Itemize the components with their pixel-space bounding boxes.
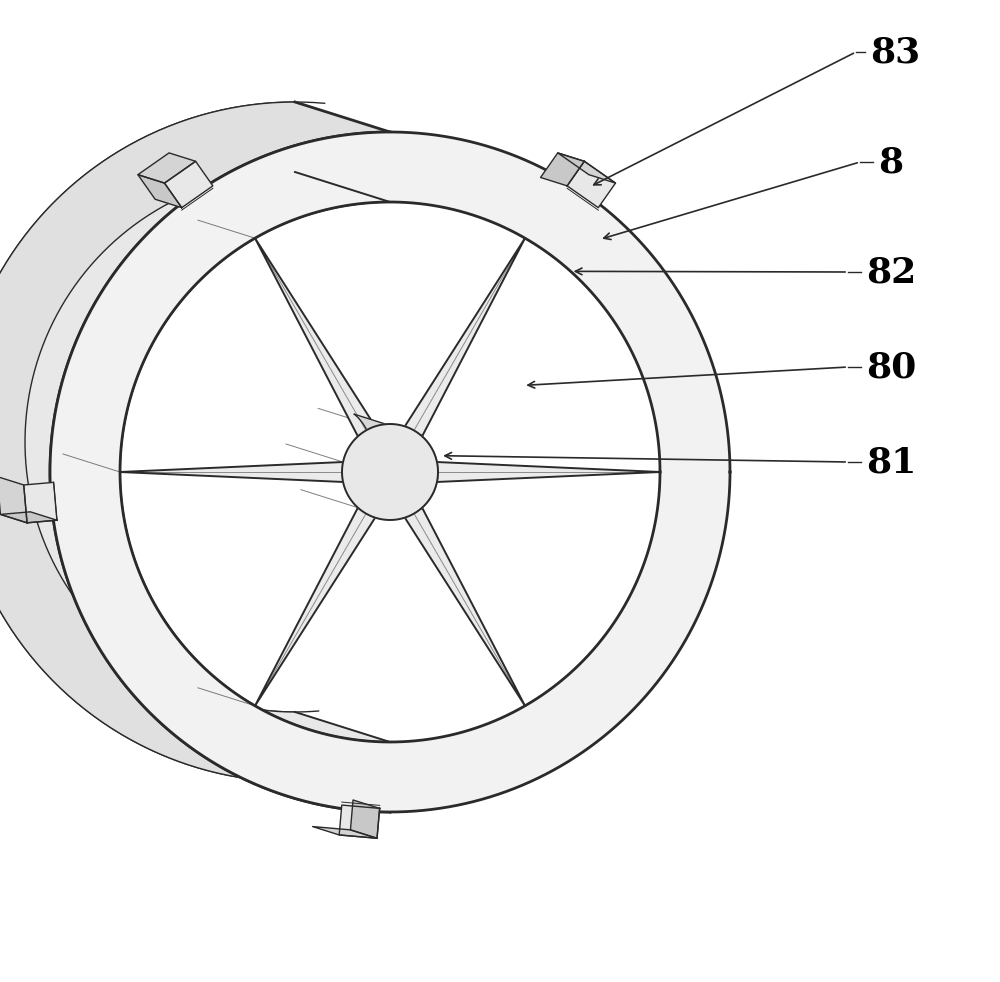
Polygon shape — [255, 508, 375, 706]
Polygon shape — [405, 508, 525, 706]
Polygon shape — [24, 482, 57, 522]
Polygon shape — [138, 153, 196, 183]
Polygon shape — [354, 414, 438, 509]
Polygon shape — [165, 161, 213, 207]
Text: 80: 80 — [866, 350, 916, 384]
Polygon shape — [50, 132, 730, 812]
Text: 81: 81 — [866, 445, 916, 479]
Text: 82: 82 — [866, 255, 916, 289]
Polygon shape — [255, 239, 375, 436]
Polygon shape — [25, 172, 390, 742]
Polygon shape — [541, 153, 584, 186]
Polygon shape — [567, 161, 615, 207]
Polygon shape — [0, 512, 57, 522]
Polygon shape — [313, 827, 377, 839]
Polygon shape — [350, 800, 380, 839]
Polygon shape — [0, 102, 390, 812]
Polygon shape — [0, 476, 27, 522]
Polygon shape — [558, 153, 615, 183]
Polygon shape — [405, 239, 525, 436]
Polygon shape — [342, 424, 438, 520]
Polygon shape — [120, 462, 343, 482]
Polygon shape — [437, 462, 660, 482]
Text: 83: 83 — [870, 35, 920, 69]
Polygon shape — [339, 805, 380, 839]
Polygon shape — [138, 175, 182, 207]
Text: 8: 8 — [878, 145, 903, 179]
